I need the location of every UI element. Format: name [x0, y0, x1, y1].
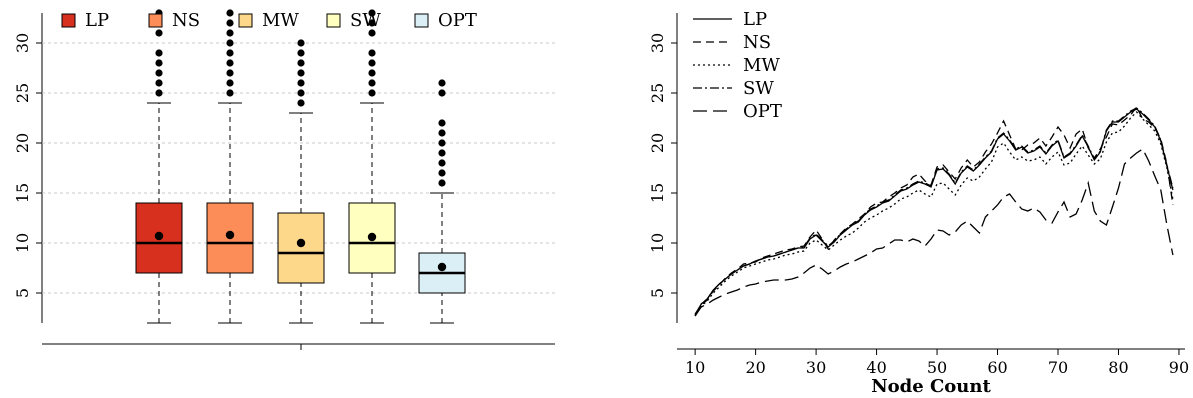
legend-swatch-LP: [61, 13, 76, 28]
outlier-point: [368, 89, 376, 97]
legend-label-MW: MW: [262, 10, 299, 31]
outlier-point: [368, 79, 376, 87]
mean-point: [437, 262, 447, 272]
outlier-point: [226, 89, 234, 97]
outlier-point: [438, 169, 446, 177]
y-tick-label: 5: [13, 288, 32, 298]
y-tick-label: 15: [13, 183, 32, 203]
mean-point: [154, 231, 164, 241]
outlier-point: [368, 49, 376, 57]
outlier-point: [226, 69, 234, 77]
y-tick-label: 30: [648, 33, 667, 53]
outlier-point: [297, 49, 305, 57]
x-tick-label: 50: [927, 358, 947, 377]
box-MW: [277, 212, 325, 284]
outlier-point: [226, 49, 234, 57]
outlier-point: [297, 89, 305, 97]
y-tick-label: 30: [13, 33, 32, 53]
x-tick-label: 90: [1169, 358, 1189, 377]
x-tick-label: 80: [1108, 358, 1128, 377]
outlier-point: [368, 69, 376, 77]
x-tick-label: 60: [987, 358, 1007, 377]
legend-swatch-NS: [148, 13, 163, 28]
outlier-point: [438, 149, 446, 157]
y-tick-label: 15: [648, 183, 667, 203]
outlier-point: [155, 89, 163, 97]
series-line-LP: [694, 108, 1174, 316]
outlier-point: [368, 59, 376, 67]
y-tick-label: 25: [13, 83, 32, 103]
legend-label-SW: SW: [350, 10, 381, 31]
outlier-point: [438, 79, 446, 87]
series-line-OPT: [694, 148, 1174, 317]
legend-label-LP: LP: [743, 9, 767, 30]
legend-swatch-SW: [326, 13, 341, 28]
outlier-point: [226, 79, 234, 87]
x-tick-label: 70: [1048, 358, 1068, 377]
outlier-point: [226, 59, 234, 67]
outlier-point: [155, 49, 163, 57]
outlier-point: [155, 59, 163, 67]
x-axis-title: Node Count: [871, 376, 991, 397]
outlier-point: [368, 29, 376, 37]
outlier-point: [155, 29, 163, 37]
y-tick-label: 10: [648, 233, 667, 253]
y-tick-label: 10: [13, 233, 32, 253]
outlier-point: [438, 159, 446, 167]
y-tick-label: 5: [648, 288, 667, 298]
outlier-point: [297, 59, 305, 67]
legend-label-OPT: OPT: [438, 10, 477, 31]
legend-label-LP: LP: [85, 10, 109, 31]
legend-swatch-OPT: [414, 13, 429, 28]
outlier-point: [226, 39, 234, 47]
outlier-point: [226, 19, 234, 27]
boxplot-panel: 5 10 15 20 25 30 LP NS MW SW OPT: [13, 9, 555, 350]
y-tick-label: 20: [13, 133, 32, 153]
mean-point: [225, 230, 235, 240]
x-tick-label: 40: [866, 358, 886, 377]
outlier-point: [226, 29, 234, 37]
outlier-point: [438, 89, 446, 97]
outlier-point: [438, 179, 446, 187]
mean-point: [296, 238, 306, 248]
outlier-point: [438, 119, 446, 127]
outlier-point: [297, 39, 305, 47]
outlier-point: [297, 69, 305, 77]
series-line-NS: [694, 105, 1174, 315]
y-tick-label: 20: [648, 133, 667, 153]
legend-label-OPT: OPT: [743, 101, 782, 122]
x-tick-label: 20: [745, 358, 765, 377]
outlier-point: [155, 69, 163, 77]
outlier-point: [438, 139, 446, 147]
outlier-point: [297, 79, 305, 87]
legend-label-MW: MW: [743, 55, 780, 76]
outlier-point: [226, 9, 234, 17]
mean-point: [367, 232, 377, 242]
legend-label-SW: SW: [743, 78, 774, 99]
legend-swatch-MW: [238, 13, 253, 28]
x-tick-label: 10: [685, 358, 705, 377]
x-tick-label: 30: [806, 358, 826, 377]
series-line-MW: [694, 111, 1174, 317]
legend-label-NS: NS: [172, 10, 200, 31]
outlier-point: [368, 19, 376, 27]
lineplot-panel: Node Count 5 10 15 20 25 30 10 20 30 40 50 60 70 80 90…: [648, 9, 1189, 397]
outlier-point: [438, 129, 446, 137]
outlier-point: [297, 99, 305, 107]
series-line-SW: [694, 107, 1174, 316]
outlier-point: [155, 79, 163, 87]
legend-label-NS: NS: [743, 32, 771, 53]
outlier-point: [368, 9, 376, 17]
y-tick-label: 25: [648, 83, 667, 103]
